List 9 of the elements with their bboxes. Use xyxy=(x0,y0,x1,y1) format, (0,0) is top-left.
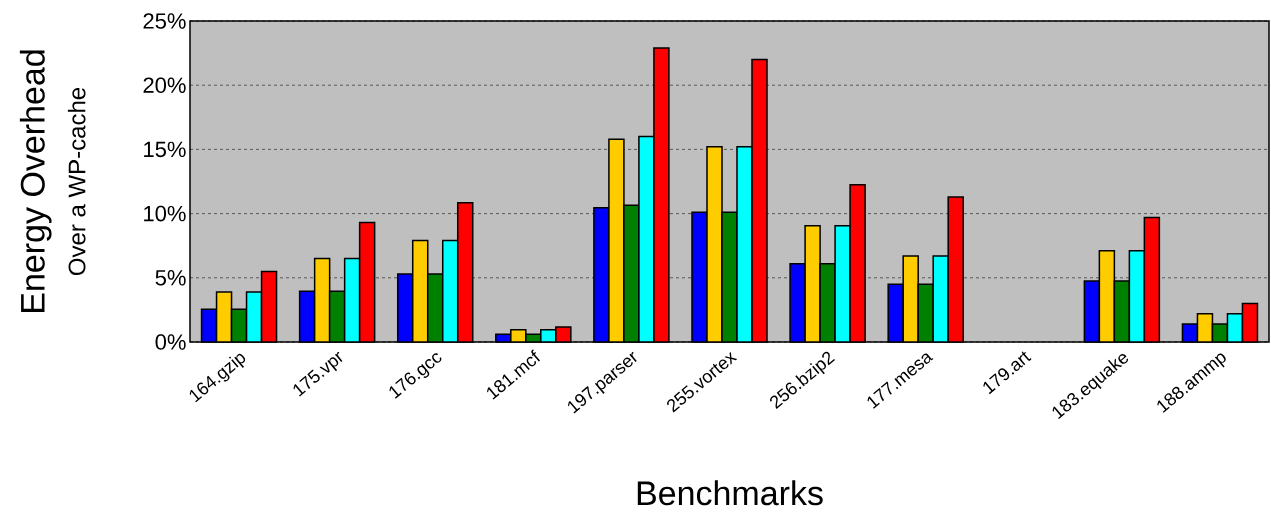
y-tick-label: 20% xyxy=(143,77,186,93)
y-axis-title: Energy Overhead xyxy=(19,50,52,312)
y-tick-label: 5% xyxy=(155,270,186,286)
x-axis-title: Benchmarks xyxy=(637,480,823,506)
y-tick-label: 25% xyxy=(143,13,186,29)
text: Over a WP-cache xyxy=(67,87,86,276)
y-tick-label: 10% xyxy=(144,205,186,222)
y-tick-label: 0% xyxy=(155,334,186,350)
y-tick-label: 15% xyxy=(144,141,186,158)
